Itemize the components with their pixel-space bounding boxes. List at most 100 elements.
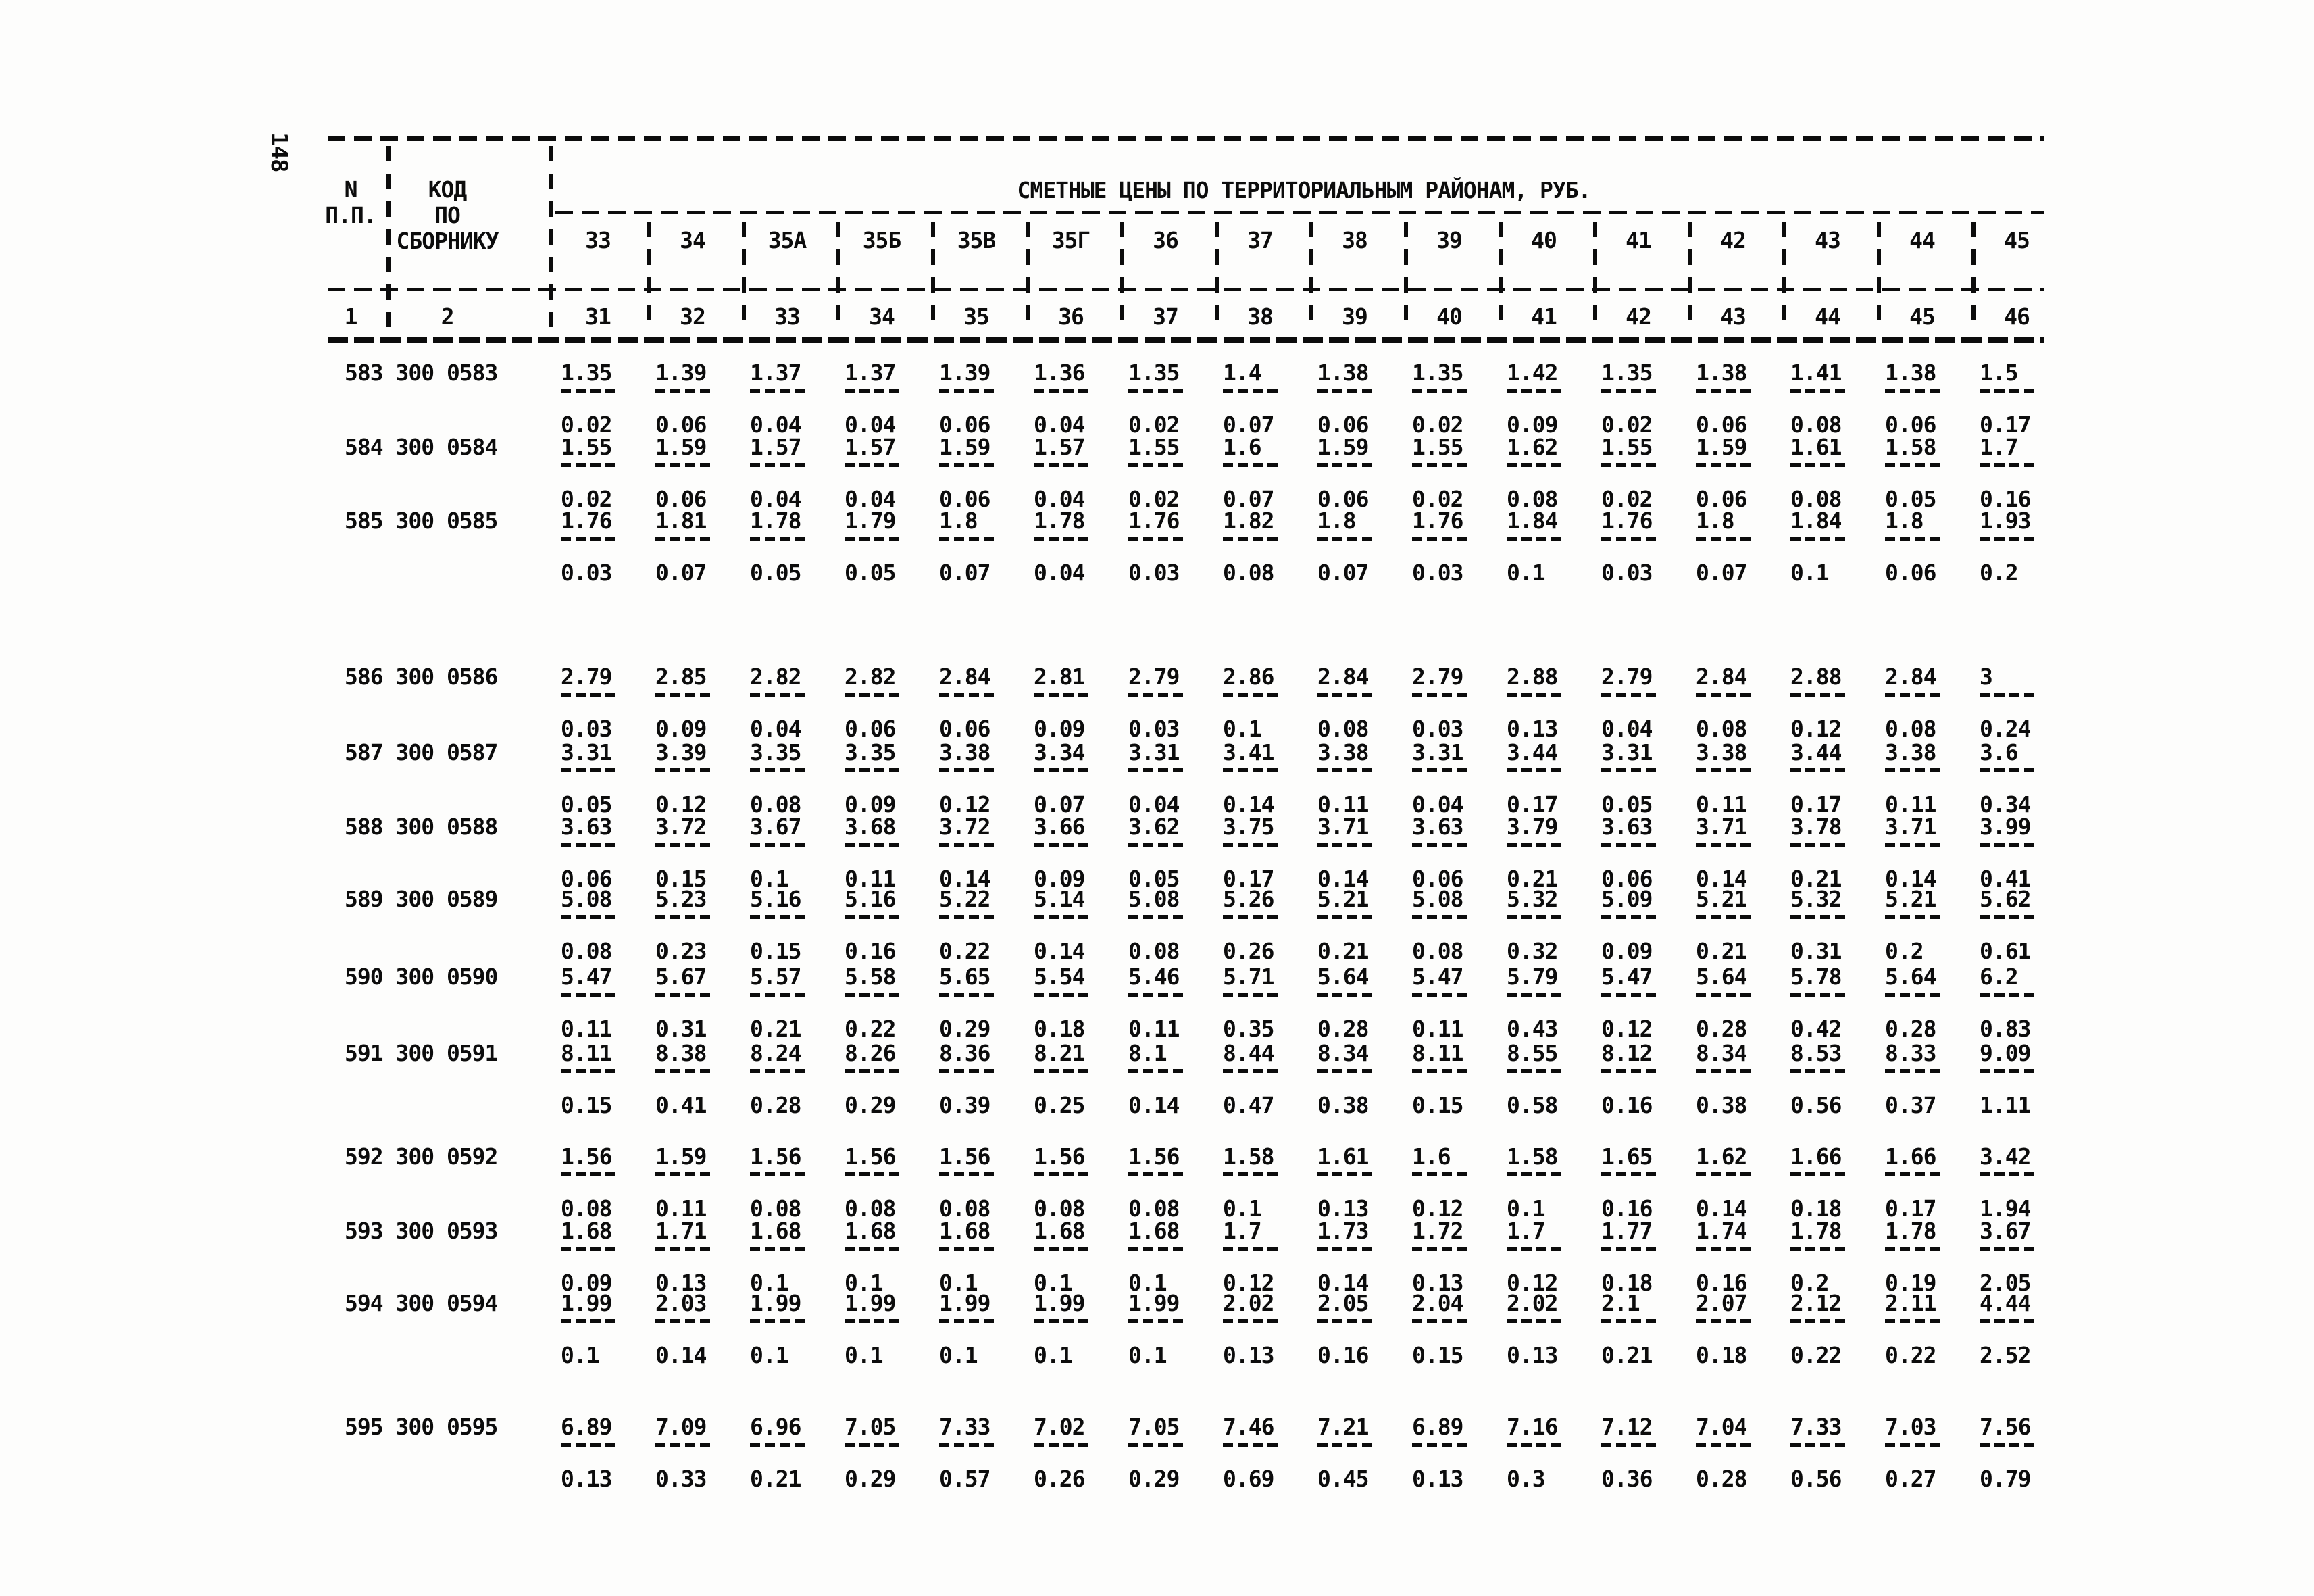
cell-upper-value: 1.5 [1980, 359, 2019, 386]
cell-lower-value: 0.15 [1412, 1092, 1463, 1118]
fraction-dash [1317, 1443, 1373, 1447]
cell-lower-value: 0.29 [845, 1466, 896, 1492]
cell-upper-value: 1.99 [1034, 1290, 1085, 1316]
cell-lower-value: 0.21 [1601, 1342, 1653, 1368]
cell-lower-value: 0.1 [750, 1342, 789, 1368]
cell-upper-value: 1.36 [1034, 359, 1085, 386]
fraction-dash [1412, 1443, 1467, 1447]
fraction-dash [561, 1443, 616, 1447]
cell-upper-value: 1.57 [1034, 434, 1085, 460]
cell-lower-value: 0.11 [845, 866, 896, 892]
cell-upper-value: 1.55 [1601, 434, 1653, 460]
fraction-dash [1601, 993, 1657, 997]
fraction-dash [655, 1319, 711, 1323]
cell-lower-value: 0.08 [1223, 559, 1274, 586]
cell-lower-value: 0.02 [1601, 486, 1653, 512]
cell-lower-value: 0.17 [1980, 412, 2031, 438]
cell-upper-value: 3.44 [1507, 739, 1558, 766]
cell-upper-value: 2.84 [939, 664, 990, 690]
column-divider-1 [386, 146, 391, 327]
cell-upper-value: 2.88 [1790, 664, 1842, 690]
cell-upper-value: 8.34 [1317, 1040, 1369, 1066]
cell-lower-value: 0.37 [1885, 1092, 1936, 1118]
fraction-dash [1980, 389, 2035, 393]
cell-upper-value: 3.63 [1412, 814, 1463, 840]
cell-lower-value: 0.05 [1601, 791, 1653, 818]
cell-lower-value: 0.1 [750, 866, 789, 892]
column-number-label: 44 [1815, 303, 1841, 330]
cell-lower-value: 0.1 [1034, 1270, 1073, 1296]
district-header-label: 37 [1247, 227, 1274, 253]
cell-lower-value: 0.04 [1034, 559, 1085, 586]
fraction-dash [655, 993, 711, 997]
cell-upper-value: 8.36 [939, 1040, 990, 1066]
fraction-dash [561, 1069, 616, 1073]
district-header-label: 35Г [1051, 227, 1091, 253]
cell-upper-value: 8.55 [1507, 1040, 1558, 1066]
cell-lower-value: 0.08 [1696, 716, 1747, 742]
fraction-dash [750, 768, 805, 772]
cell-lower-value: 0.14 [939, 866, 990, 892]
cell-upper-value: 3.31 [1601, 739, 1653, 766]
row-code: 585 300 0585 [345, 507, 498, 534]
cell-lower-value: 0.05 [1885, 486, 1936, 512]
cell-upper-value: 2.79 [1601, 664, 1653, 690]
cell-upper-value: 8.12 [1601, 1040, 1653, 1066]
cell-upper-value: 1.39 [655, 359, 707, 386]
district-header-label: 40 [1531, 227, 1557, 253]
fraction-dash [1223, 1247, 1278, 1251]
cell-upper-value: 7.04 [1696, 1414, 1747, 1440]
cell-upper-value: 3.71 [1885, 814, 1936, 840]
fraction-dash [845, 843, 900, 847]
fraction-dash [1507, 843, 1562, 847]
cell-upper-value: 1.58 [1885, 434, 1936, 460]
fraction-dash [1128, 993, 1184, 997]
cell-upper-value: 1.57 [750, 434, 801, 460]
cell-lower-value: 0.08 [750, 1195, 801, 1222]
row-code: 590 300 0590 [345, 964, 498, 990]
cell-upper-value: 3.41 [1223, 739, 1274, 766]
cell-upper-value: 5.08 [1128, 886, 1180, 912]
cell-lower-value: 0.04 [1412, 791, 1463, 818]
cell-lower-value: 0.02 [561, 412, 612, 438]
cell-lower-value: 0.12 [1790, 716, 1842, 742]
cell-lower-value: 0.22 [1885, 1342, 1936, 1368]
cell-lower-value: 0.08 [1412, 938, 1463, 964]
cell-lower-value: 0.21 [1317, 938, 1369, 964]
fraction-dash [1980, 1319, 2035, 1323]
fraction-dash [1128, 463, 1184, 467]
cell-lower-value: 0.22 [939, 938, 990, 964]
cell-lower-value: 0.21 [1696, 938, 1747, 964]
cell-upper-value: 8.1 [1128, 1040, 1167, 1066]
cell-upper-value: 3.72 [655, 814, 707, 840]
cell-upper-value: 5.26 [1223, 886, 1274, 912]
cell-upper-value: 2.84 [1696, 664, 1747, 690]
fraction-dash [750, 915, 805, 919]
fraction-dash [1223, 537, 1278, 541]
cell-lower-value: 0.12 [655, 791, 707, 818]
fraction-dash [1034, 993, 1089, 997]
fraction-dash [1507, 1319, 1562, 1323]
cell-lower-value: 0.17 [1507, 791, 1558, 818]
fraction-dash [845, 915, 900, 919]
cell-lower-value: 0.14 [655, 1342, 707, 1368]
column-number-label: 41 [1531, 303, 1557, 330]
fraction-dash [1790, 463, 1846, 467]
column-number-label: 35 [963, 303, 990, 330]
cell-lower-value: 0.12 [1601, 1016, 1653, 1042]
cell-lower-value: 0.16 [1980, 486, 2031, 512]
table-title: СМЕТНЫЕ ЦЕНЫ ПО ТЕРРИТОРИАЛЬНЫМ РАЙОНАМ,… [1017, 177, 1591, 203]
cell-upper-value: 5.58 [845, 964, 896, 990]
cell-upper-value: 3.31 [1412, 739, 1463, 766]
cell-upper-value: 1.58 [1507, 1143, 1558, 1170]
cell-lower-value: 0.08 [750, 791, 801, 818]
cell-upper-value: 1.37 [750, 359, 801, 386]
cell-lower-value: 0.28 [1696, 1466, 1747, 1492]
cell-lower-value: 0.06 [1317, 412, 1369, 438]
fraction-dash [1696, 1247, 1751, 1251]
fraction-dash [655, 389, 711, 393]
fraction-dash [1980, 1172, 2035, 1176]
cell-lower-value: 0.04 [1034, 486, 1085, 512]
fraction-dash [1696, 693, 1751, 697]
cell-upper-value: 3.63 [1601, 814, 1653, 840]
